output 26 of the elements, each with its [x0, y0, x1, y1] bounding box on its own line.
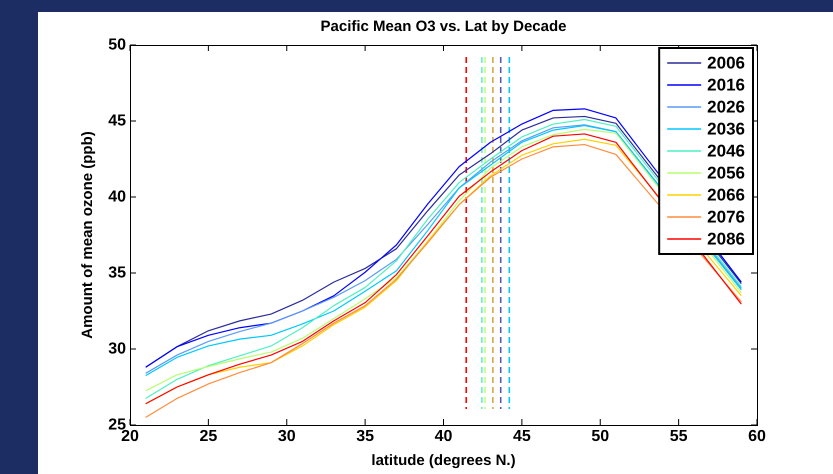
legend-label: 2066 [707, 186, 746, 205]
y-tick-label: 30 [108, 340, 126, 358]
y-tick-label: 35 [108, 264, 126, 282]
legend-label: 2046 [707, 142, 746, 161]
x-tick-label: 60 [748, 428, 766, 446]
x-tick-label: 40 [434, 428, 452, 446]
y-tick-label: 45 [108, 112, 126, 130]
legend-label: 2056 [707, 164, 746, 183]
legend-label: 2016 [707, 76, 746, 95]
x-tick-label: 45 [512, 428, 531, 446]
y-tick-label: 50 [108, 36, 126, 54]
x-tick-label: 30 [278, 428, 296, 446]
legend-label: 2006 [707, 54, 746, 73]
legend-label: 2026 [707, 98, 746, 117]
y-tick-label: 40 [108, 188, 126, 206]
x-tick-label: 20 [121, 428, 139, 446]
x-tick-label: 35 [356, 428, 374, 446]
legend-label: 2036 [707, 120, 746, 139]
chart-title: Pacific Mean O3 vs. Lat by Decade [320, 18, 566, 36]
y-axis-title: Amount of mean ozone (ppb) [79, 131, 96, 339]
x-tick-label: 25 [199, 428, 218, 446]
legend-label: 2076 [707, 208, 746, 227]
x-tick-label: 50 [591, 428, 610, 446]
x-axis-title: latitude (degrees N.) [371, 452, 516, 470]
legend-label: 2086 [707, 230, 746, 249]
x-tick-label: 55 [670, 428, 688, 446]
